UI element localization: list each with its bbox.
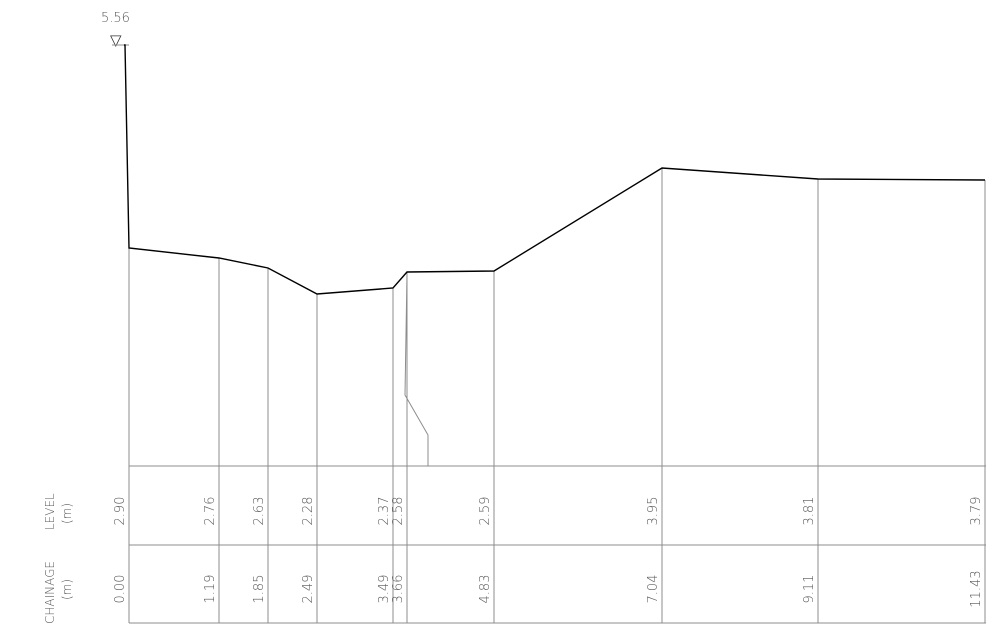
datum-level-label: 5.56 [101, 11, 130, 26]
chainage-row-header: CHAINAGE (m) [43, 561, 74, 624]
chainage-value: 0.00 [113, 575, 128, 604]
level-value: 2.63 [252, 497, 267, 526]
level-value: 3.79 [969, 497, 984, 526]
chainage-value: 11.43 [969, 570, 984, 607]
chainage-value: 3.66 [391, 575, 406, 604]
level-value: 2.58 [391, 497, 406, 526]
chainage-value: 2.49 [301, 575, 316, 604]
level-header-line2: (m) [60, 503, 74, 524]
chainage-value: 1.85 [252, 575, 267, 604]
level-value: 2.90 [113, 497, 128, 526]
chainage-header-line2: (m) [60, 579, 74, 600]
level-header-line1: LEVEL [43, 493, 57, 530]
level-value: 2.37 [377, 497, 392, 526]
level-value: 2.76 [203, 497, 218, 526]
level-value: 2.59 [478, 497, 493, 526]
ground-profile-line [124, 44, 986, 295]
chainage-value: 9.11 [802, 575, 817, 604]
chainage-values: 0.00 1.19 1.85 2.49 3.49 3.66 4.83 7.04 9.11 11.4… [113, 570, 984, 607]
level-value: 3.81 [802, 497, 817, 526]
chainage-value: 1.19 [203, 575, 218, 604]
level-values: 2.90 2.76 2.63 2.28 2.37 2.58 2.59 3.95 3.81 3.79 [113, 497, 984, 526]
level-value: 2.28 [301, 497, 316, 526]
channel-bank-line [404, 272, 429, 466]
chainage-value: 3.49 [377, 575, 392, 604]
chainage-header-line1: CHAINAGE [43, 561, 57, 624]
chainage-value: 7.04 [646, 575, 661, 604]
datum-triangle-icon: ▽ [110, 31, 122, 49]
station-lines [128, 168, 986, 623]
level-row-header: LEVEL (m) [43, 493, 74, 530]
chainage-value: 4.83 [478, 575, 493, 604]
datum-marker: 5.56 ▽ [101, 11, 130, 49]
level-value: 3.95 [646, 497, 661, 526]
